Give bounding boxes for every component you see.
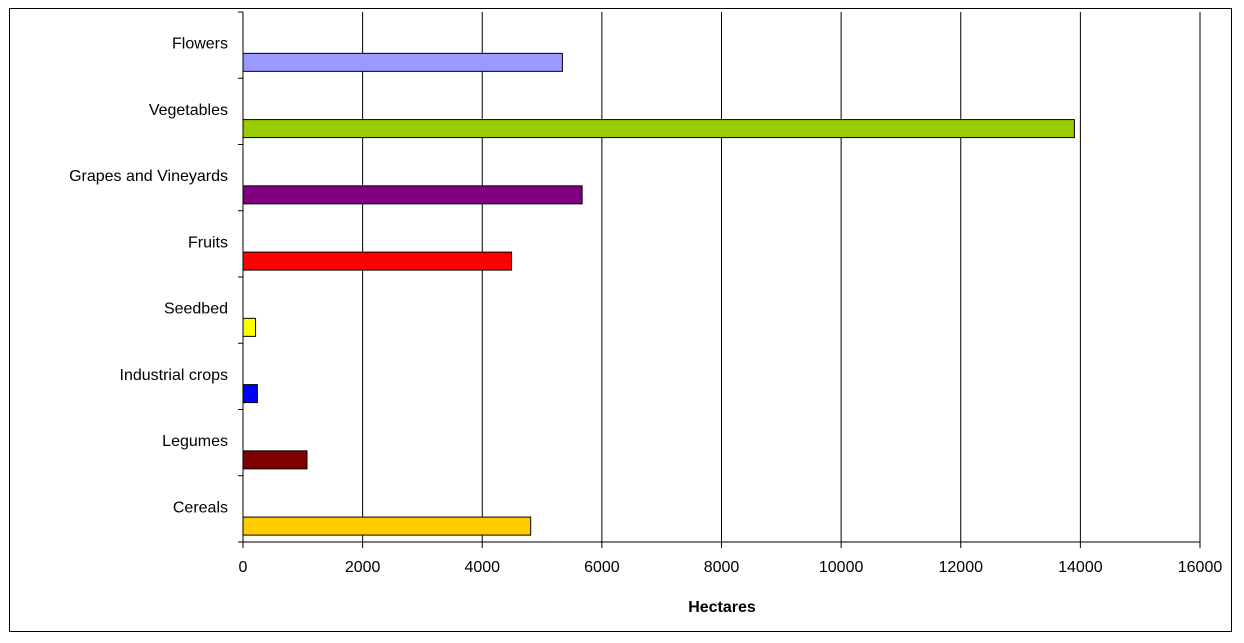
- category-label-vegetables: Vegetables: [149, 102, 228, 119]
- tick-labels: 0 2000 4000 6000 8000 10000 12000 14000 16000: [239, 559, 1223, 576]
- category-label-fruits: Fruits: [188, 234, 228, 251]
- x-tick-label-0: 0: [239, 559, 248, 576]
- bar-fruits: [242, 251, 513, 271]
- x-tick-label-16000: 16000: [1178, 559, 1223, 576]
- x-tick-label-4000: 4000: [464, 559, 500, 576]
- category-label-flowers: Flowers: [172, 36, 228, 53]
- bar-legumes: [242, 450, 308, 470]
- category-label-seedbed: Seedbed: [164, 301, 228, 318]
- x-tick-label-14000: 14000: [1058, 559, 1103, 576]
- category-label-cereals: Cereals: [173, 499, 228, 516]
- category-labels: Flowers Vegetables Grapes and Vineyards Fru…: [69, 36, 228, 517]
- bar-industrial-crops: [242, 384, 258, 404]
- x-tick-label-12000: 12000: [939, 559, 984, 576]
- x-tick-label-8000: 8000: [704, 559, 740, 576]
- x-tick-label-2000: 2000: [345, 559, 381, 576]
- bar-seedbed: [242, 317, 257, 337]
- x-tick-label-10000: 10000: [819, 559, 864, 576]
- bars: [242, 52, 1075, 536]
- axes: [238, 11, 1201, 548]
- bar-vegetables: [242, 119, 1075, 139]
- gridlines: [362, 12, 1201, 542]
- category-label-legumes: Legumes: [162, 433, 228, 450]
- category-label-industrial-crops: Industrial crops: [120, 367, 229, 384]
- x-axis-title: Hectares: [688, 599, 756, 616]
- x-tick-label-6000: 6000: [584, 559, 620, 576]
- bar-cereals: [242, 516, 532, 536]
- category-label-grapes-and-vineyards: Grapes and Vineyards: [69, 168, 228, 185]
- bar-grapes-and-vineyards: [242, 185, 583, 205]
- chart-frame: [9, 8, 1232, 632]
- bar-flowers: [242, 52, 563, 72]
